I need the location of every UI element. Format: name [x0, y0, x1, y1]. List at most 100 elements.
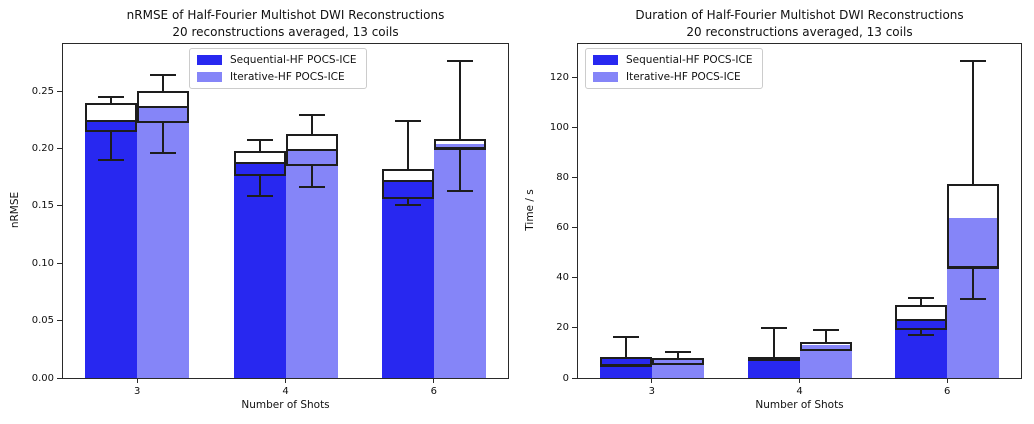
plot-area: 0 20 40 60 80 100 120 3 4 6 Sequential-HF POCS-ICE… — [550, 43, 1022, 397]
whisker-cap-lower-sequential-shots-4 — [246, 194, 273, 197]
whisker-lower-sequential-shots-4 — [258, 175, 261, 196]
y-axis-tick — [57, 320, 62, 322]
whisker-cap-lower-iterative-shots-4 — [298, 186, 325, 189]
y-axis-tick — [57, 205, 62, 207]
boxplot-box-iterative-shots-3 — [651, 358, 704, 366]
chart-title-line1: Duration of Half-Fourier Multishot DWI R… — [635, 8, 964, 22]
whisker-cap-upper-sequential-shots-6 — [394, 119, 421, 122]
chart-title-line1: nRMSE of Half-Fourier Multishot DWI Reco… — [126, 8, 445, 22]
x-axis-tick-label: 6 — [943, 386, 951, 397]
chart-title: nRMSE of Half-Fourier Multishot DWI Reco… — [22, 7, 549, 41]
legend: Sequential-HF POCS-ICE Iterative-HF POCS-… — [585, 48, 764, 89]
y-axis-tick-label: 0.10 — [31, 257, 54, 269]
boxplot-median-sequential-shots-6 — [895, 319, 948, 322]
whisker-lower-sequential-shots-6 — [406, 198, 409, 205]
whisker-upper-sequential-shots-3 — [110, 96, 113, 103]
boxplot-median-sequential-shots-3 — [85, 119, 138, 122]
whisker-upper-iterative-shots-3 — [676, 352, 679, 359]
y-axis-tick — [57, 262, 62, 264]
whisker-cap-upper-sequential-shots-6 — [908, 297, 935, 300]
boxplot-median-sequential-shots-4 — [233, 162, 286, 165]
chart-title: Duration of Half-Fourier Multishot DWI R… — [537, 7, 1034, 41]
legend-item-sequential: Sequential-HF POCS-ICE — [593, 54, 752, 66]
boxplot-box-iterative-shots-6 — [433, 139, 486, 150]
whisker-upper-sequential-shots-6 — [920, 298, 923, 306]
whisker-lower-sequential-shots-3 — [110, 132, 113, 160]
legend-swatch-iterative — [593, 72, 618, 82]
whisker-lower-iterative-shots-6 — [972, 267, 975, 300]
bar-sequential-shots-4 — [233, 163, 286, 378]
x-axis-tick-label: 4 — [282, 386, 289, 397]
y-axis-tick-label: 0.05 — [31, 315, 54, 327]
whisker-lower-iterative-shots-3 — [162, 123, 165, 154]
x-axis-tick — [799, 378, 800, 383]
bar-sequential-shots-4 — [747, 356, 800, 378]
whisker-lower-sequential-shots-6 — [920, 329, 923, 335]
boxplot-box-sequential-shots-3 — [599, 357, 652, 368]
boxplot-box-iterative-shots-3 — [137, 91, 190, 124]
whisker-cap-upper-sequential-shots-4 — [760, 327, 787, 330]
y-axis-tick — [572, 126, 577, 128]
whisker-cap-upper-sequential-shots-4 — [246, 139, 273, 142]
y-axis-tick-label: 60 — [556, 222, 569, 234]
nrmse-chart: nRMSE of Half-Fourier Multishot DWI Reco… — [9, 0, 509, 424]
boxplot-box-sequential-shots-4 — [747, 356, 800, 362]
boxplot-median-iterative-shots-4 — [285, 148, 338, 151]
legend-label: Iterative-HF POCS-ICE — [230, 71, 345, 83]
x-axis-label: Number of Shots — [241, 399, 330, 411]
y-axis-tick — [572, 177, 577, 179]
whisker-upper-sequential-shots-4 — [772, 328, 775, 357]
legend-item-iterative: Iterative-HF POCS-ICE — [197, 71, 356, 83]
boxplot-box-sequential-shots-6 — [895, 305, 948, 330]
x-axis-tick — [651, 378, 653, 383]
whisker-upper-sequential-shots-4 — [258, 140, 261, 151]
x-axis-tick — [946, 378, 948, 383]
y-axis-tick — [572, 277, 577, 279]
boxplot-box-sequential-shots-3 — [85, 102, 138, 133]
boxplot-box-iterative-shots-6 — [947, 183, 1000, 268]
whisker-cap-lower-iterative-shots-6 — [446, 189, 473, 192]
whisker-upper-sequential-shots-6 — [406, 120, 409, 170]
y-axis-tick — [57, 147, 62, 149]
y-axis-tick-label: 0.25 — [31, 85, 54, 97]
x-axis-label: Number of Shots — [755, 399, 844, 411]
legend: Sequential-HF POCS-ICE Iterative-HF POCS-… — [189, 48, 368, 89]
whisker-upper-iterative-shots-4 — [824, 330, 827, 343]
whisker-upper-iterative-shots-6 — [972, 61, 975, 184]
whisker-cap-lower-iterative-shots-6 — [960, 298, 987, 301]
x-axis-tick-label: 4 — [796, 386, 803, 397]
boxplot-box-sequential-shots-6 — [381, 169, 434, 199]
legend-item-sequential: Sequential-HF POCS-ICE — [197, 54, 356, 66]
y-axis-tick — [572, 377, 577, 379]
boxplot-box-iterative-shots-4 — [799, 342, 852, 352]
y-axis-tick — [57, 377, 62, 379]
whisker-upper-iterative-shots-3 — [162, 74, 165, 92]
whisker-upper-iterative-shots-6 — [458, 61, 461, 140]
x-axis-tick-label: 6 — [430, 386, 438, 397]
y-axis-tick — [572, 227, 577, 229]
y-axis-tick-label: 80 — [556, 172, 569, 184]
boxplot-box-iterative-shots-4 — [285, 133, 338, 166]
whisker-cap-upper-iterative-shots-4 — [298, 114, 325, 117]
legend-swatch-iterative — [197, 72, 222, 82]
y-axis-tick-label: 120 — [549, 71, 569, 83]
legend-item-iterative: Iterative-HF POCS-ICE — [593, 71, 752, 83]
x-axis-tick — [433, 378, 435, 383]
y-axis-tick-label: 100 — [549, 121, 569, 133]
whisker-cap-lower-iterative-shots-3 — [150, 152, 177, 155]
y-axis-tick — [572, 327, 577, 329]
whisker-lower-iterative-shots-6 — [458, 149, 461, 191]
whisker-cap-upper-iterative-shots-3 — [664, 351, 691, 354]
y-axis-tick-label: 0.00 — [31, 372, 54, 384]
whisker-cap-upper-iterative-shots-3 — [150, 73, 177, 76]
legend-label: Sequential-HF POCS-ICE — [626, 54, 753, 66]
duration-chart: Duration of Half-Fourier Multishot DWI R… — [524, 0, 1022, 424]
y-axis-tick-label: 40 — [556, 272, 569, 284]
boxplot-box-sequential-shots-4 — [233, 150, 286, 176]
y-axis-tick-label: 20 — [556, 322, 569, 334]
whisker-upper-sequential-shots-3 — [624, 337, 627, 358]
boxplot-median-sequential-shots-6 — [381, 179, 434, 182]
chart-title-line2: 20 reconstructions averaged, 13 coils — [172, 25, 399, 39]
plot-area: 0.00 0.05 0.10 0.15 0.20 0.25 3 4 6 Sequential-HF… — [32, 43, 509, 397]
